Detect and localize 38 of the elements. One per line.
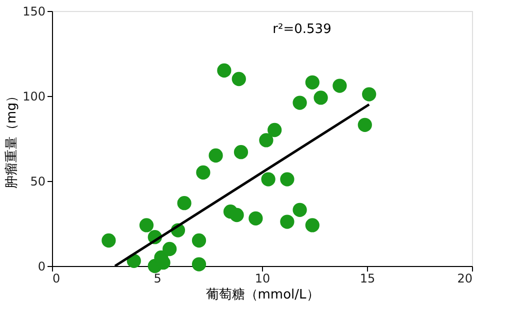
point bbox=[192, 233, 206, 248]
point bbox=[292, 202, 307, 217]
point bbox=[192, 257, 206, 272]
point bbox=[230, 208, 244, 222]
point bbox=[162, 242, 177, 256]
point bbox=[248, 211, 263, 226]
point bbox=[261, 172, 276, 186]
point bbox=[358, 118, 372, 132]
point bbox=[217, 63, 232, 78]
point bbox=[232, 72, 246, 86]
point bbox=[280, 172, 294, 186]
point bbox=[196, 165, 210, 180]
x-axis-title: 葡萄糖（mmol/L） bbox=[206, 288, 320, 302]
y-tick-label: 50 bbox=[30, 174, 46, 188]
y-tick-label: 150 bbox=[22, 4, 46, 18]
point bbox=[177, 196, 192, 210]
x-tick-label: 10 bbox=[254, 272, 270, 286]
point bbox=[102, 233, 116, 248]
point bbox=[292, 96, 307, 110]
point bbox=[259, 133, 274, 148]
y-tick-label: 100 bbox=[22, 90, 46, 104]
x-tick-label: 0 bbox=[52, 272, 60, 286]
x-tick-label: 20 bbox=[457, 272, 472, 286]
y-axis-title: 肿瘤重量（mg） bbox=[4, 90, 20, 188]
point bbox=[280, 214, 294, 229]
x-tick-label: 15 bbox=[360, 272, 376, 286]
y-tick-label: 0 bbox=[38, 260, 46, 274]
x-tick-label: 5 bbox=[154, 272, 162, 286]
point bbox=[268, 122, 282, 138]
point bbox=[362, 87, 376, 102]
point bbox=[234, 145, 248, 160]
point bbox=[305, 218, 320, 232]
point bbox=[314, 90, 328, 105]
annotation: r²=0.539 bbox=[272, 22, 332, 37]
point bbox=[332, 78, 347, 93]
point bbox=[305, 75, 320, 90]
point bbox=[139, 218, 154, 232]
point bbox=[208, 148, 223, 163]
